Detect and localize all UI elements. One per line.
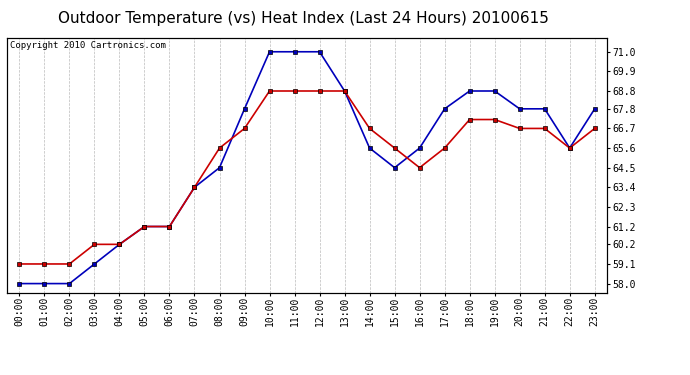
Text: Copyright 2010 Cartronics.com: Copyright 2010 Cartronics.com <box>10 41 166 50</box>
Text: Outdoor Temperature (vs) Heat Index (Last 24 Hours) 20100615: Outdoor Temperature (vs) Heat Index (Las… <box>58 11 549 26</box>
